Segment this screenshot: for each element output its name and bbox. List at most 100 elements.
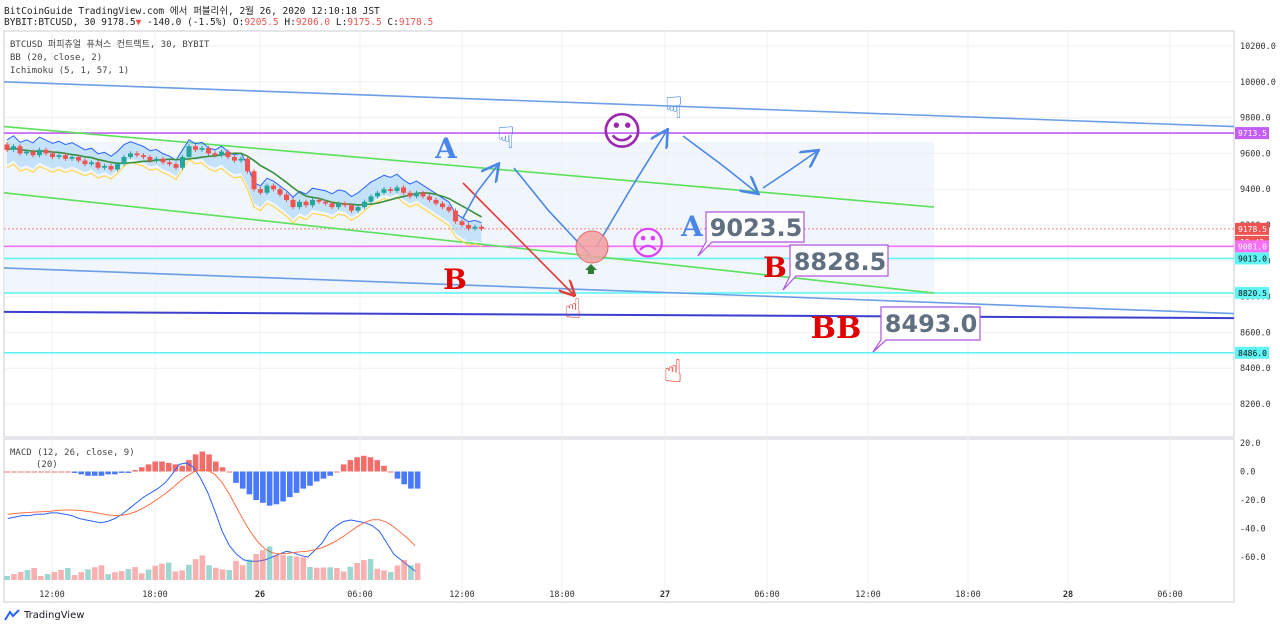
volume-bar bbox=[199, 555, 206, 580]
volume-bar bbox=[401, 559, 407, 580]
price-badge-label: 9713.5 bbox=[1238, 129, 1267, 138]
volume-bar bbox=[280, 555, 286, 580]
volume-bar bbox=[58, 570, 64, 580]
volume-bar bbox=[354, 563, 360, 580]
macd-histogram-bar bbox=[226, 471, 233, 473]
candle-body bbox=[420, 192, 426, 197]
candle-body bbox=[108, 165, 114, 170]
candle-body bbox=[180, 156, 185, 168]
macd-histogram-bar bbox=[64, 471, 71, 473]
price-tick-label: 8200.0 bbox=[1240, 400, 1271, 410]
volume-bar bbox=[266, 546, 273, 580]
candle-body bbox=[258, 189, 263, 193]
lower-blue-channel bbox=[3, 267, 1235, 315]
label-a-1: A bbox=[434, 132, 458, 165]
macd-axis: 20.0 0.0 -20.0 -40.0 -60.0 bbox=[1240, 439, 1266, 563]
bb-lower-line bbox=[6, 158, 482, 247]
candle-body bbox=[414, 192, 419, 197]
candle-body bbox=[24, 151, 29, 154]
candle-body bbox=[329, 203, 335, 208]
close-label: C: bbox=[387, 17, 399, 28]
volume-bar bbox=[91, 567, 98, 580]
candle-body bbox=[37, 149, 42, 156]
macd-histogram-bar bbox=[361, 455, 367, 472]
time-tick-label: 12:00 bbox=[855, 590, 881, 600]
candle-body bbox=[427, 196, 432, 200]
price-badge-label: 9013.0 bbox=[1238, 254, 1267, 263]
volume-bar bbox=[186, 564, 192, 580]
macd-histogram-bar bbox=[340, 464, 347, 472]
price-tick-label: 8600.0 bbox=[1240, 328, 1271, 338]
up-arrow-icon bbox=[585, 264, 597, 274]
candle-body bbox=[284, 194, 289, 200]
time-tick-label: 06:00 bbox=[1157, 590, 1183, 600]
price-badge bbox=[1235, 252, 1269, 265]
candle-body bbox=[362, 201, 367, 208]
candle-body bbox=[472, 226, 478, 229]
lower-green-channel bbox=[3, 191, 935, 294]
volume-bar bbox=[172, 571, 179, 580]
price-badge-label: 9081.0 bbox=[1238, 242, 1267, 251]
volume-bar bbox=[340, 571, 347, 580]
macd-histogram-bar bbox=[105, 471, 111, 475]
candle-body bbox=[121, 156, 127, 165]
volume-bar bbox=[38, 576, 44, 580]
candle-body bbox=[102, 165, 107, 168]
candle-body bbox=[56, 155, 62, 157]
macd-histogram-bar bbox=[307, 471, 313, 486]
macd-tick-label: -60.0 bbox=[1240, 553, 1266, 563]
price-tick-label: 8400.0 bbox=[1240, 364, 1271, 374]
blue-arrow-up-1 bbox=[462, 166, 497, 219]
volume-bar bbox=[293, 556, 300, 580]
volume-bar bbox=[408, 565, 414, 580]
time-tick-label: 18:00 bbox=[549, 590, 575, 600]
blue-arrow-down-2 bbox=[682, 135, 756, 192]
volume-bar bbox=[44, 574, 51, 580]
macd-histogram-bar bbox=[287, 471, 293, 498]
macd-histogram-bar bbox=[414, 471, 421, 489]
volume-bar bbox=[159, 563, 165, 580]
pointing-hand-red-icon: ☝ bbox=[663, 352, 682, 390]
time-tick-label: 18:00 bbox=[142, 590, 168, 600]
volume-bar bbox=[239, 565, 246, 580]
candle-body bbox=[199, 148, 205, 150]
volume-bar bbox=[78, 572, 85, 580]
candle-body bbox=[43, 149, 49, 154]
time-tick-label: 18:00 bbox=[955, 590, 981, 600]
candle-body bbox=[394, 187, 400, 191]
candle-body bbox=[154, 158, 159, 161]
macd-histogram-bar bbox=[293, 471, 300, 493]
trend-lines bbox=[3, 81, 1235, 320]
macd-histogram-bar bbox=[266, 471, 273, 506]
macd-histogram-bar bbox=[334, 471, 340, 473]
price-badge bbox=[1235, 286, 1269, 299]
candle-body bbox=[219, 151, 224, 156]
candle-body bbox=[375, 192, 380, 197]
volume-bar bbox=[394, 565, 401, 580]
volume-bar bbox=[64, 568, 71, 580]
bollinger-bands bbox=[6, 135, 482, 247]
callout-8493: 8493.0 bbox=[872, 306, 981, 353]
candle-body bbox=[336, 203, 341, 208]
macd-histogram-bar bbox=[118, 471, 125, 473]
candle-body bbox=[160, 158, 166, 163]
candle-body bbox=[82, 160, 88, 165]
volume-bar bbox=[334, 568, 340, 580]
time-tick-label: 12:00 bbox=[39, 590, 65, 600]
volume-bar bbox=[4, 576, 11, 580]
candle-body bbox=[141, 155, 146, 157]
macd-histogram-bar bbox=[394, 471, 401, 479]
macd-histogram-bar bbox=[31, 471, 37, 473]
macd-tick-label: -20.0 bbox=[1240, 496, 1266, 506]
candle-body bbox=[440, 203, 445, 208]
macd-histogram-bar bbox=[186, 460, 192, 472]
macd-tick-label: -40.0 bbox=[1240, 525, 1266, 535]
candle-body bbox=[251, 171, 257, 190]
candle-body bbox=[264, 185, 270, 193]
candle-body bbox=[297, 201, 302, 208]
macd-indicator bbox=[4, 451, 421, 580]
macd-histogram-bar bbox=[219, 467, 226, 472]
tradingview-logo[interactable]: TradingView bbox=[4, 609, 84, 621]
macd-histogram-bar bbox=[112, 471, 118, 475]
